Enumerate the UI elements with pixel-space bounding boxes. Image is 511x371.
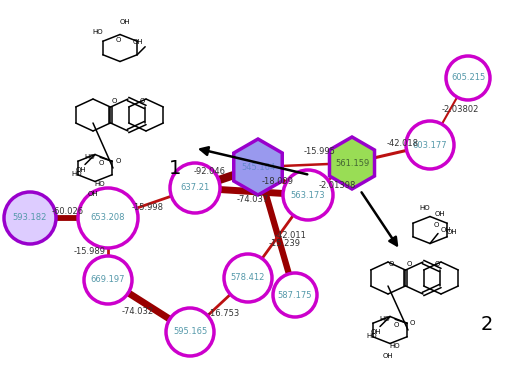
Text: O: O bbox=[98, 160, 104, 166]
Text: OH: OH bbox=[120, 19, 130, 25]
Text: 578.412: 578.412 bbox=[231, 273, 265, 282]
Text: 593.182: 593.182 bbox=[13, 213, 47, 223]
Text: -74.037: -74.037 bbox=[237, 196, 269, 204]
Text: O: O bbox=[388, 261, 393, 267]
Text: -2.01398: -2.01398 bbox=[318, 181, 356, 190]
Text: -18.009: -18.009 bbox=[262, 177, 294, 187]
Text: O: O bbox=[111, 98, 117, 104]
Text: HO: HO bbox=[95, 181, 105, 187]
Text: -2.03802: -2.03802 bbox=[442, 105, 479, 115]
Text: OH: OH bbox=[383, 353, 393, 359]
Polygon shape bbox=[234, 139, 282, 195]
Text: -42.011: -42.011 bbox=[275, 230, 307, 240]
Text: -15.239: -15.239 bbox=[269, 239, 301, 247]
Text: 545.164: 545.164 bbox=[241, 162, 275, 171]
Circle shape bbox=[273, 273, 317, 317]
Text: -16.753: -16.753 bbox=[208, 309, 240, 318]
Text: HO: HO bbox=[367, 333, 377, 339]
Text: OH: OH bbox=[435, 211, 445, 217]
Circle shape bbox=[166, 308, 214, 356]
Text: 563.173: 563.173 bbox=[291, 190, 326, 200]
Text: O: O bbox=[115, 158, 121, 164]
Text: O: O bbox=[434, 261, 439, 267]
Circle shape bbox=[170, 163, 220, 213]
Text: 595.165: 595.165 bbox=[173, 328, 207, 336]
Text: HO: HO bbox=[72, 171, 82, 177]
Text: OH: OH bbox=[447, 229, 457, 235]
Text: -60.026: -60.026 bbox=[52, 207, 84, 217]
Text: -15.989: -15.989 bbox=[74, 247, 106, 256]
Circle shape bbox=[283, 170, 333, 220]
Text: HO: HO bbox=[420, 205, 430, 211]
Circle shape bbox=[446, 56, 490, 100]
Text: 637.21: 637.21 bbox=[180, 184, 210, 193]
Circle shape bbox=[84, 256, 132, 304]
Text: OH: OH bbox=[133, 39, 143, 45]
Text: OH: OH bbox=[88, 191, 98, 197]
Text: 603.177: 603.177 bbox=[413, 141, 447, 150]
Text: HO: HO bbox=[92, 29, 103, 35]
Text: O: O bbox=[409, 320, 415, 326]
Text: -15.995: -15.995 bbox=[304, 148, 336, 157]
Polygon shape bbox=[330, 137, 375, 189]
Text: O: O bbox=[140, 98, 145, 104]
Text: HO: HO bbox=[85, 154, 96, 160]
Text: 653.208: 653.208 bbox=[91, 213, 125, 223]
Text: 2: 2 bbox=[481, 315, 493, 335]
Circle shape bbox=[406, 121, 454, 169]
Text: 1: 1 bbox=[169, 158, 181, 177]
Text: -42.018: -42.018 bbox=[387, 138, 419, 148]
Text: OH: OH bbox=[440, 227, 451, 233]
Text: O: O bbox=[433, 222, 438, 228]
Text: O: O bbox=[393, 322, 399, 328]
Text: 587.175: 587.175 bbox=[278, 290, 312, 299]
Circle shape bbox=[4, 192, 56, 244]
Text: -15.998: -15.998 bbox=[132, 203, 164, 211]
Text: HO: HO bbox=[390, 343, 400, 349]
Circle shape bbox=[224, 254, 272, 302]
Text: -92.046: -92.046 bbox=[194, 167, 226, 177]
Circle shape bbox=[78, 188, 138, 248]
Text: OH: OH bbox=[76, 167, 86, 174]
Text: 561.159: 561.159 bbox=[335, 158, 369, 167]
Text: 605.215: 605.215 bbox=[451, 73, 485, 82]
Text: 669.197: 669.197 bbox=[91, 276, 125, 285]
Text: O: O bbox=[115, 37, 121, 43]
Text: -74.032: -74.032 bbox=[122, 308, 154, 316]
Text: HO: HO bbox=[380, 316, 390, 322]
Text: O: O bbox=[406, 261, 412, 267]
Text: OH: OH bbox=[370, 329, 381, 335]
